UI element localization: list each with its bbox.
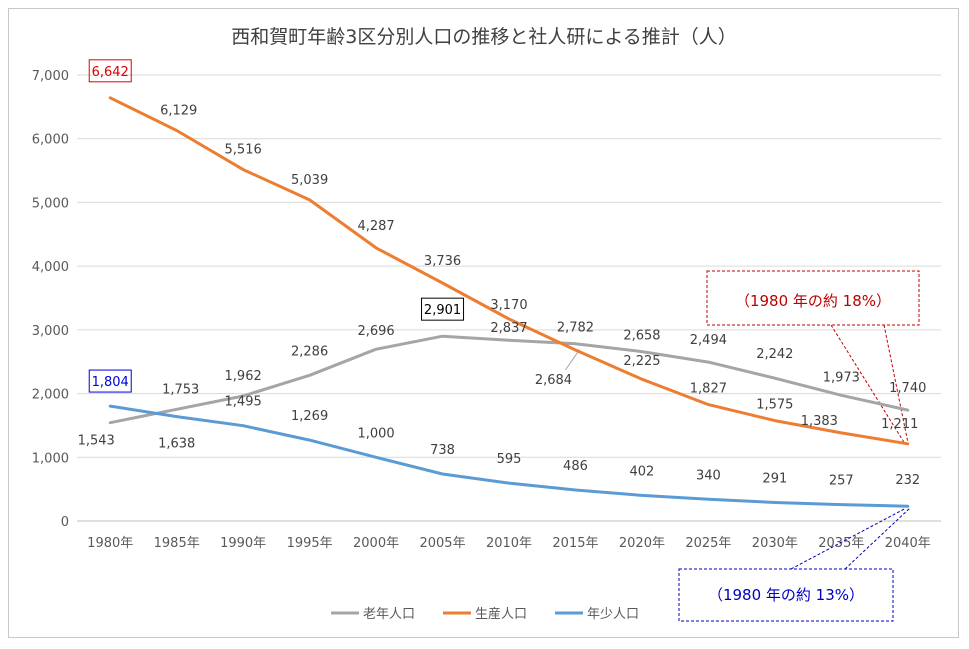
data-label: 1,383: [801, 414, 838, 429]
data-label: 595: [497, 452, 522, 467]
data-label: 1,962: [225, 369, 262, 384]
x-tick-label: 2000年: [353, 536, 399, 551]
data-label: 1,575: [756, 398, 793, 413]
callout-text-blue: （1980 年の約 13%）: [708, 586, 864, 604]
callout-leader-red: [830, 324, 905, 443]
y-tick-label: 6,000: [32, 133, 69, 148]
label-leader: [565, 349, 580, 371]
data-label-box: [88, 369, 132, 393]
data-label: 291: [762, 471, 787, 486]
x-tick-label: 2020年: [619, 536, 665, 551]
data-label: 1,804: [92, 375, 129, 390]
callout-box-red: [706, 270, 920, 326]
x-tick-label: 2035年: [818, 536, 864, 551]
data-label: 6,129: [160, 103, 197, 118]
data-label: 2,286: [291, 344, 328, 359]
data-label: 2,225: [623, 354, 660, 369]
legend-label: 年少人口: [587, 607, 639, 622]
x-tick-label: 2005年: [419, 536, 465, 551]
x-tick-label: 1980年: [87, 536, 133, 551]
x-tick-label: 2010年: [486, 536, 532, 551]
line-chart: 西和賀町年齢3区分別人口の推移と社人研による推計（人） 0 1,000 2,000 3…: [32, 26, 941, 622]
series-line-2: [108, 96, 910, 446]
y-tick-label: 3,000: [32, 324, 69, 339]
callouts: （1980 年の約 18%） （1980 年の約 13%）: [678, 270, 920, 622]
callout-leaders: [565, 324, 911, 570]
x-tick-label: 2015年: [552, 536, 598, 551]
data-label: 5,039: [291, 173, 328, 188]
data-label: 1,827: [690, 382, 727, 397]
data-label: 1,543: [78, 434, 115, 449]
data-label: 486: [563, 459, 588, 474]
data-label: 2,684: [535, 373, 572, 388]
legend: 老年人口 生産人口 年少人口: [331, 606, 639, 622]
data-label: 2,494: [690, 333, 727, 348]
data-label-box: [88, 59, 132, 83]
data-label: 4,287: [357, 219, 394, 234]
data-label: 232: [895, 473, 920, 488]
x-tick-label: 1990年: [220, 536, 266, 551]
data-label: 2,696: [357, 324, 394, 339]
y-tick-label: 4,000: [32, 260, 69, 275]
y-axis: 0 1,000 2,000 3,000 4,000 5,000 6,000 7,000: [32, 69, 69, 530]
data-label: 738: [430, 443, 455, 458]
x-tick-label: 2030年: [752, 536, 798, 551]
callout-box-blue: [678, 568, 894, 622]
data-label: 2,837: [490, 321, 527, 336]
y-tick-label: 1,000: [32, 451, 69, 466]
legend-label: 老年人口: [363, 607, 415, 622]
series-line-3: [108, 404, 910, 508]
data-label: 1,269: [291, 409, 328, 424]
data-label: 2,782: [557, 321, 594, 336]
callout-text-red: （1980 年の約 18%）: [735, 292, 891, 310]
chart-title: 西和賀町年齢3区分別人口の推移と社人研による推計（人）: [231, 26, 737, 48]
x-axis: 1980年 1985年 1990年 1995年 2000年 2005年 2010年 2015年…: [87, 536, 931, 551]
y-tick-label: 7,000: [32, 69, 69, 84]
x-tick-label: 2025年: [685, 536, 731, 551]
gridlines: [77, 74, 941, 522]
y-tick-label: 2,000: [32, 388, 69, 403]
chart-frame: 西和賀町年齢3区分別人口の推移と社人研による推計（人） 0 1,000 2,000 3…: [8, 8, 959, 638]
series-lines: [108, 96, 910, 508]
legend-label: 生産人口: [475, 606, 527, 622]
data-label: 2,901: [424, 303, 461, 318]
data-label: 1,638: [158, 437, 195, 452]
data-label-box: [421, 297, 465, 321]
x-tick-label: 2040年: [885, 536, 931, 551]
data-label: 1,495: [225, 395, 262, 410]
x-tick-label: 1995年: [287, 536, 333, 551]
callout-leader-blue: [790, 507, 907, 570]
data-label: 1,211: [881, 417, 918, 432]
data-label: 1,000: [357, 426, 394, 441]
data-labels: 1,543 1,753 1,962 2,286 2,696 2,901 2,837 2,782…: [78, 59, 926, 489]
data-label: 2,658: [623, 329, 660, 344]
data-label: 1,740: [889, 381, 926, 396]
data-label: 402: [630, 464, 655, 479]
x-tick-label: 1985年: [154, 536, 200, 551]
data-label: 6,642: [92, 65, 129, 80]
data-label: 2,242: [756, 347, 793, 362]
data-label: 257: [829, 474, 854, 489]
y-tick-label: 0: [61, 515, 69, 530]
y-tick-label: 5,000: [32, 196, 69, 211]
data-label: 1,973: [823, 370, 860, 385]
data-label: 5,516: [225, 143, 262, 158]
data-label: 340: [696, 468, 721, 483]
data-label: 3,170: [490, 298, 527, 313]
data-label: 1,753: [162, 382, 199, 397]
series-line-1: [108, 334, 910, 425]
data-label: 3,736: [424, 254, 461, 269]
